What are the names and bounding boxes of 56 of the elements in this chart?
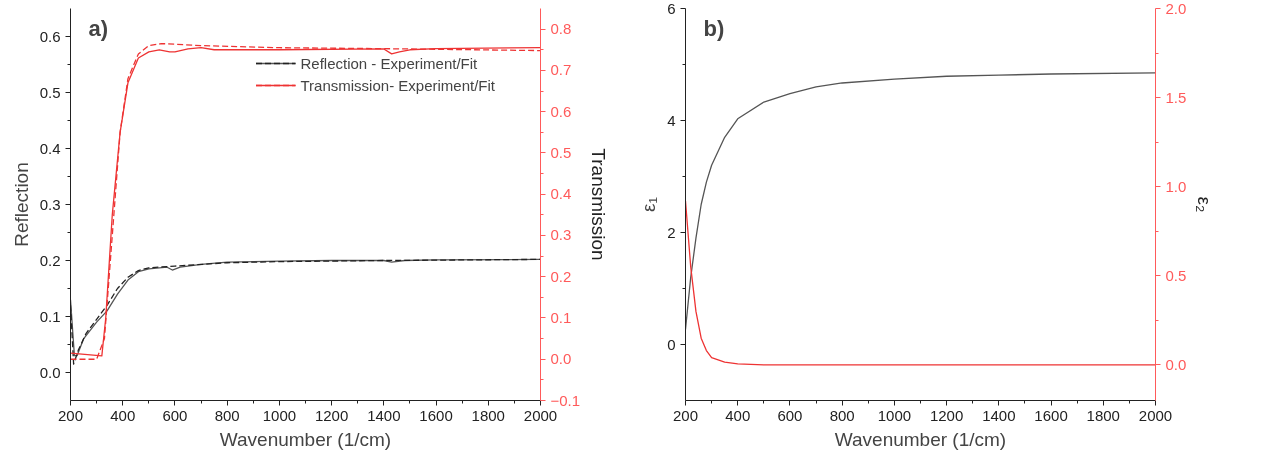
y2-axis-title: Transmission <box>588 148 610 261</box>
y-tick-label: 2 <box>667 223 676 241</box>
y2-axis-title: ε₂ <box>1194 196 1216 213</box>
legend-label: Transmission- Experiment/Fit <box>300 76 495 94</box>
x-tick-label: 1000 <box>877 406 912 424</box>
legend-label: Reflection - Experiment/Fit <box>300 54 478 72</box>
x-tick-label: 1800 <box>1086 406 1120 424</box>
x-tick-label: 1400 <box>367 406 401 424</box>
y-tick-label: 6 <box>667 0 676 17</box>
y-axis-title: Reflection <box>10 162 32 247</box>
x-tick-label: 800 <box>829 406 855 424</box>
x-tick-label: 1600 <box>1034 406 1068 424</box>
x-tick-label: 600 <box>162 406 188 424</box>
y2-tick-label: 0.6 <box>550 102 572 120</box>
annotation: b) <box>703 15 725 41</box>
y-tick-label: 0.3 <box>39 195 61 213</box>
x-tick-label: 2000 <box>1138 406 1173 424</box>
x-tick-label: 200 <box>57 406 84 424</box>
x-tick-label: 1000 <box>262 406 297 424</box>
x-tick-label: 1200 <box>314 406 349 424</box>
x-tick-label: 2000 <box>523 406 558 424</box>
y2-tick-label: 0.3 <box>550 226 572 244</box>
y2-tick-label: 0.8 <box>550 20 572 38</box>
y-tick-label: 0.5 <box>39 83 61 101</box>
annotation: a) <box>88 15 109 41</box>
y-tick-label: 0.1 <box>39 307 61 325</box>
y-tick-label: 0.0 <box>39 363 61 381</box>
y-tick-label: 0.4 <box>39 139 61 157</box>
y2-tick-label: 2.0 <box>1165 0 1187 17</box>
y2-tick-label: 1.5 <box>1165 88 1187 106</box>
y2-tick-label: 0.7 <box>550 61 572 79</box>
x-tick-label: 800 <box>214 406 240 424</box>
x-axis-title: Wavenumber (1/cm) <box>834 428 1007 450</box>
y2-tick-label: 0.0 <box>550 350 572 368</box>
y2-tick-label: 1.0 <box>1165 177 1187 195</box>
y-axis-title: ε₁ <box>638 197 660 212</box>
y2-tick-label: 0.1 <box>550 308 572 326</box>
y2-tick-label: 0.0 <box>1165 355 1187 373</box>
x-tick-label: 400 <box>725 406 751 424</box>
x-tick-label: 600 <box>777 406 803 424</box>
x-tick-label: 1400 <box>982 406 1016 424</box>
y2-tick-label: −0.1 <box>550 391 581 409</box>
y2-tick-label: 0.2 <box>550 267 572 285</box>
y2-tick-label: 0.5 <box>1165 266 1187 284</box>
x-tick-label: 200 <box>672 406 699 424</box>
x-tick-label: 400 <box>110 406 136 424</box>
y-tick-label: 4 <box>667 111 676 129</box>
x-tick-label: 1800 <box>471 406 505 424</box>
y-tick-label: 0 <box>667 335 676 353</box>
y2-tick-label: 0.5 <box>550 143 572 161</box>
x-tick-label: 1600 <box>419 406 453 424</box>
y2-tick-label: 0.4 <box>550 185 572 203</box>
x-axis-title: Wavenumber (1/cm) <box>219 428 392 450</box>
y-tick-label: 0.6 <box>39 27 61 45</box>
x-tick-label: 1200 <box>929 406 964 424</box>
y-tick-label: 0.2 <box>39 251 61 269</box>
